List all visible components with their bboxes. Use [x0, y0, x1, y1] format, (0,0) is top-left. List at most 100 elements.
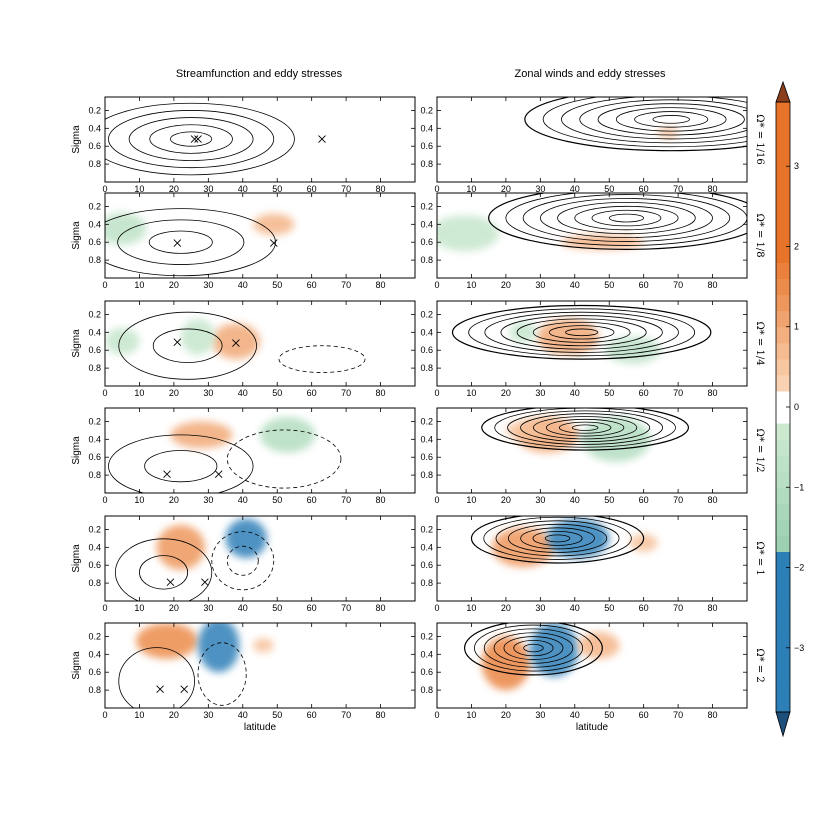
colorbar-swatch	[776, 342, 790, 360]
panel-frame	[436, 407, 748, 494]
contour-line	[500, 315, 663, 350]
colorbar-swatch	[776, 230, 790, 247]
panel-frame	[436, 622, 748, 709]
contour-line	[522, 194, 731, 242]
colorbar-swatch	[776, 471, 790, 488]
shading-blob	[657, 127, 679, 139]
colorbar-tick-label: 1	[794, 322, 799, 332]
contour-line	[211, 531, 275, 591]
y-tick-label: 0.6	[88, 560, 101, 570]
y-tick-label: 0.6	[420, 560, 433, 570]
shading-blob	[481, 636, 530, 691]
x-tick-label: 20	[169, 184, 179, 194]
contour-line	[533, 416, 638, 440]
x-tick-label: 30	[203, 184, 213, 194]
row-label: Ω* = 1/2	[754, 428, 765, 472]
shading-blob	[578, 631, 620, 659]
panel-frame	[436, 96, 748, 183]
x-tick-label: 60	[307, 710, 317, 720]
colorbar-tick-label: 3	[794, 161, 799, 171]
y-tick-label: 0.6	[420, 141, 433, 151]
x-tick-label: 70	[673, 710, 683, 720]
x-tick-label: 0	[434, 184, 439, 194]
contour-line	[197, 642, 247, 706]
y-tick-label: 0.6	[88, 237, 101, 247]
y-tick-label: 0.8	[420, 578, 433, 588]
panel-frame	[436, 515, 748, 602]
x-tick-label: 20	[501, 280, 511, 290]
colorbar-swatch	[776, 599, 790, 617]
contour-line	[483, 516, 632, 560]
colorbar-swatch	[776, 278, 790, 296]
panel-r5-c2: 0 10 20 30 40 50 60 70 80 0.2 0.4 0.6 0.8 Ω* = 1	[420, 515, 765, 613]
y-tick-label: 0.4	[420, 123, 433, 133]
x-tick-label: 60	[307, 388, 317, 398]
x-tick-label: 30	[535, 388, 545, 398]
x-marker	[180, 685, 189, 694]
contour-line	[148, 230, 213, 254]
x-tick-label: 70	[673, 280, 683, 290]
contour-line	[451, 304, 712, 360]
x-tick-label: 80	[708, 280, 718, 290]
x-tick-label: 30	[203, 603, 213, 613]
panel-frame	[104, 300, 416, 387]
colorbar-extend-max	[775, 80, 791, 103]
x-tick-label: 0	[434, 710, 439, 720]
x-tick-label: 40	[570, 280, 580, 290]
x-tick-label: 20	[501, 710, 511, 720]
x-tick-label: 50	[604, 184, 614, 194]
x-tick-label: 30	[535, 184, 545, 194]
x-axis-label: latitude	[576, 722, 609, 733]
shading-blob	[198, 623, 240, 673]
colorbar-tick-label: −1	[794, 482, 804, 492]
x-tick-label: 50	[272, 603, 282, 613]
x-tick-label: 60	[307, 280, 317, 290]
contour-line	[226, 545, 259, 576]
row-label: Ω* = 1/16	[754, 114, 765, 164]
x-tick-label: 80	[708, 710, 718, 720]
x-tick-label: 10	[134, 495, 144, 505]
contour-line	[565, 328, 599, 337]
x-tick-label: 30	[535, 710, 545, 720]
panel-r5-c1: 0 10 20 30 40 50 60 70 80 0.2 0.4 0.6 0.8 Sigma	[71, 515, 416, 613]
x-tick-label: 60	[307, 495, 317, 505]
y-tick-label: 0.4	[420, 219, 433, 229]
contour-line	[634, 111, 709, 128]
x-tick-label: 30	[203, 495, 213, 505]
contour-line	[608, 213, 645, 223]
x-tick-label: 30	[535, 280, 545, 290]
contour-line	[597, 103, 745, 136]
contour-line	[505, 193, 747, 246]
colorbar-swatch	[776, 294, 790, 312]
x-tick-label: 20	[169, 603, 179, 613]
x-tick-label: 50	[604, 280, 614, 290]
contour-line	[170, 131, 213, 147]
x-tick-label: 60	[639, 495, 649, 505]
colorbar-swatch	[776, 134, 790, 151]
y-axis-label: Sigma	[71, 329, 82, 358]
colorbar-swatch	[776, 102, 790, 119]
y-axis-label: Sigma	[71, 544, 82, 573]
colorbar-swatch	[776, 150, 790, 167]
contour-line	[470, 516, 645, 564]
x-tick-label: 10	[466, 495, 476, 505]
contour-line	[493, 632, 574, 664]
shading-blob	[211, 323, 260, 360]
shading-blob	[136, 623, 198, 659]
x-tick-label: 10	[466, 184, 476, 194]
column-title-left: Streamfunction and eddy stresses	[176, 68, 343, 80]
panel-r2-c1: 0 10 20 30 40 50 60 70 80 0.2 0.4 0.6 0.8 Sigma	[71, 192, 416, 290]
contour-line	[488, 193, 747, 250]
shading-blob	[437, 215, 499, 252]
colorbar-swatch	[776, 198, 790, 215]
x-tick-label: 20	[501, 495, 511, 505]
panel-r1-c1: 0 10 20 30 40 50 60 70 80 0.2 0.4 0.6 0.8 Sigma	[71, 96, 416, 194]
x-marker	[201, 578, 209, 587]
x-tick-label: 10	[134, 710, 144, 720]
x-tick-label: 50	[604, 388, 614, 398]
x-tick-label: 10	[134, 388, 144, 398]
shading-blob	[253, 638, 274, 653]
panel-r4-c2: 0 10 20 30 40 50 60 70 80 0.2 0.4 0.6 0.8 Ω* = 1/2	[420, 407, 765, 505]
x-marker	[166, 578, 175, 587]
